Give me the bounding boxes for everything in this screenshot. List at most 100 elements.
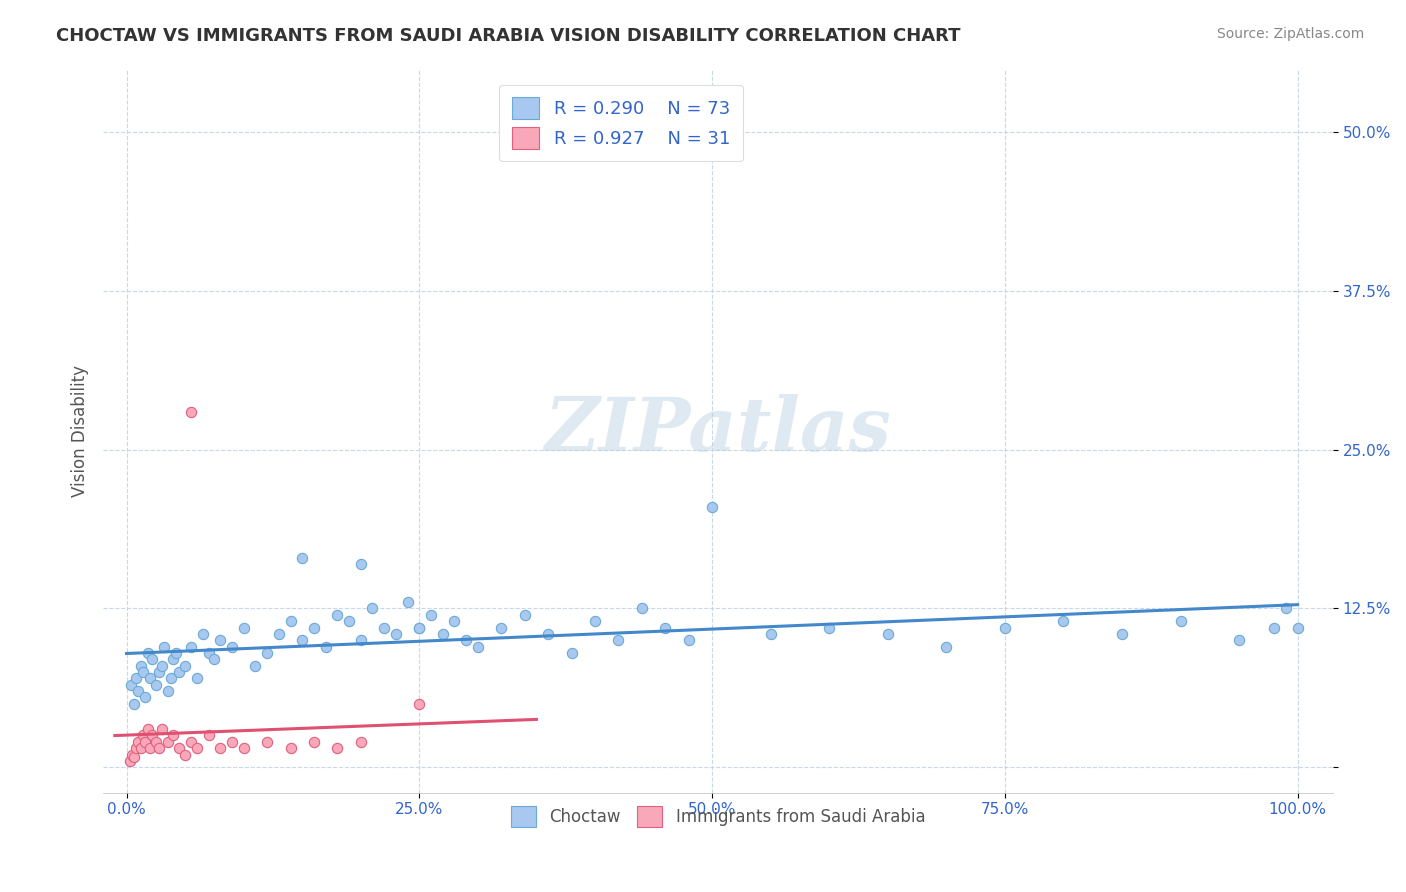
Point: [373, 620, 395, 634]
Y-axis label: Vision Disability: Vision Disability: [72, 365, 89, 497]
Point: [148, 665, 170, 679]
Point: [256, 646, 278, 660]
Point: [156, 735, 179, 749]
Point: [125, 671, 148, 685]
Point: [326, 741, 349, 756]
Point: [1227, 633, 1250, 648]
Point: [145, 678, 167, 692]
Point: [129, 658, 152, 673]
Point: [180, 404, 202, 418]
Point: [202, 652, 225, 666]
Point: [134, 690, 156, 705]
Point: [361, 601, 384, 615]
Point: [396, 595, 419, 609]
Point: [1052, 614, 1074, 628]
Point: [165, 646, 187, 660]
Point: [141, 652, 163, 666]
Point: [121, 747, 143, 762]
Point: [291, 550, 314, 565]
Point: [125, 741, 148, 756]
Point: [136, 646, 159, 660]
Point: [443, 614, 465, 628]
Point: [350, 735, 373, 749]
Point: [139, 741, 162, 756]
Point: [759, 627, 782, 641]
Point: [141, 729, 163, 743]
Point: [408, 620, 430, 634]
Point: [209, 741, 232, 756]
Point: [162, 729, 184, 743]
Point: [122, 697, 145, 711]
Point: [700, 500, 723, 514]
Point: [583, 614, 606, 628]
Point: [160, 671, 183, 685]
Point: [267, 627, 290, 641]
Point: [935, 640, 957, 654]
Point: [456, 633, 478, 648]
Point: [129, 741, 152, 756]
Point: [876, 627, 898, 641]
Point: [1275, 601, 1298, 615]
Point: [561, 646, 583, 660]
Point: [127, 735, 149, 749]
Point: [280, 741, 302, 756]
Point: [139, 671, 162, 685]
Point: [120, 754, 142, 768]
Point: [1170, 614, 1192, 628]
Point: [186, 671, 208, 685]
Point: [191, 627, 214, 641]
Point: [232, 620, 254, 634]
Point: [467, 640, 489, 654]
Point: [350, 633, 373, 648]
Point: [132, 665, 155, 679]
Point: [221, 735, 243, 749]
Point: [994, 620, 1017, 634]
Point: [180, 735, 202, 749]
Point: [180, 640, 202, 654]
Point: [654, 620, 676, 634]
Point: [197, 646, 219, 660]
Point: [607, 633, 630, 648]
Point: [291, 633, 314, 648]
Point: [167, 665, 190, 679]
Point: [136, 722, 159, 736]
Point: [186, 741, 208, 756]
Point: [302, 620, 325, 634]
Point: [132, 729, 155, 743]
Point: [408, 697, 430, 711]
Point: [1111, 627, 1133, 641]
Point: [432, 627, 454, 641]
Point: [120, 678, 142, 692]
Point: [513, 607, 536, 622]
Point: [232, 741, 254, 756]
Point: [678, 633, 700, 648]
Point: [408, 620, 430, 634]
Text: Source: ZipAtlas.com: Source: ZipAtlas.com: [1216, 27, 1364, 41]
Point: [221, 640, 243, 654]
Point: [302, 735, 325, 749]
Point: [491, 620, 513, 634]
Point: [420, 607, 443, 622]
Point: [630, 601, 652, 615]
Point: [197, 729, 219, 743]
Point: [150, 658, 173, 673]
Point: [156, 684, 179, 698]
Point: [150, 722, 173, 736]
Point: [162, 652, 184, 666]
Point: [256, 735, 278, 749]
Point: [145, 735, 167, 749]
Point: [174, 747, 197, 762]
Point: [148, 741, 170, 756]
Point: [537, 627, 560, 641]
Point: [326, 607, 349, 622]
Point: [174, 658, 197, 673]
Point: [385, 627, 408, 641]
Point: [337, 614, 360, 628]
Point: [122, 750, 145, 764]
Point: [1263, 620, 1285, 634]
Point: [1286, 620, 1309, 634]
Point: [127, 684, 149, 698]
Point: [245, 658, 267, 673]
Point: [280, 614, 302, 628]
Point: [818, 620, 841, 634]
